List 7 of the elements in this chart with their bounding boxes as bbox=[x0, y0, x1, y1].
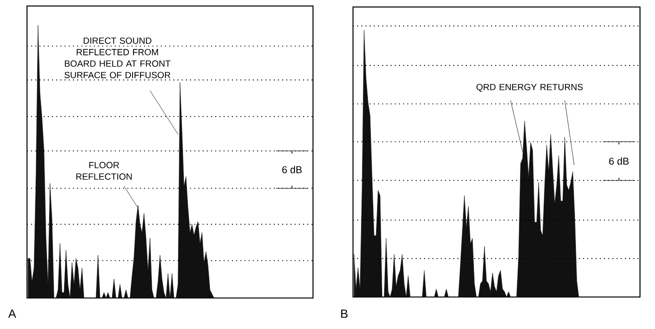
annotation: 6 dB bbox=[282, 166, 302, 174]
annotation: DIRECT SOUND REFLECTED FROM BOARD HELD AT FRONT SURFACE OF DIFFUSOR bbox=[64, 37, 170, 78]
text: B bbox=[341, 310, 348, 318]
annotation: FLOOR REFLECTION bbox=[76, 162, 132, 180]
annotation: 6 dB bbox=[609, 157, 629, 165]
text: A bbox=[8, 310, 16, 318]
annotation: QRD ENERGY RETURNS bbox=[476, 84, 583, 92]
